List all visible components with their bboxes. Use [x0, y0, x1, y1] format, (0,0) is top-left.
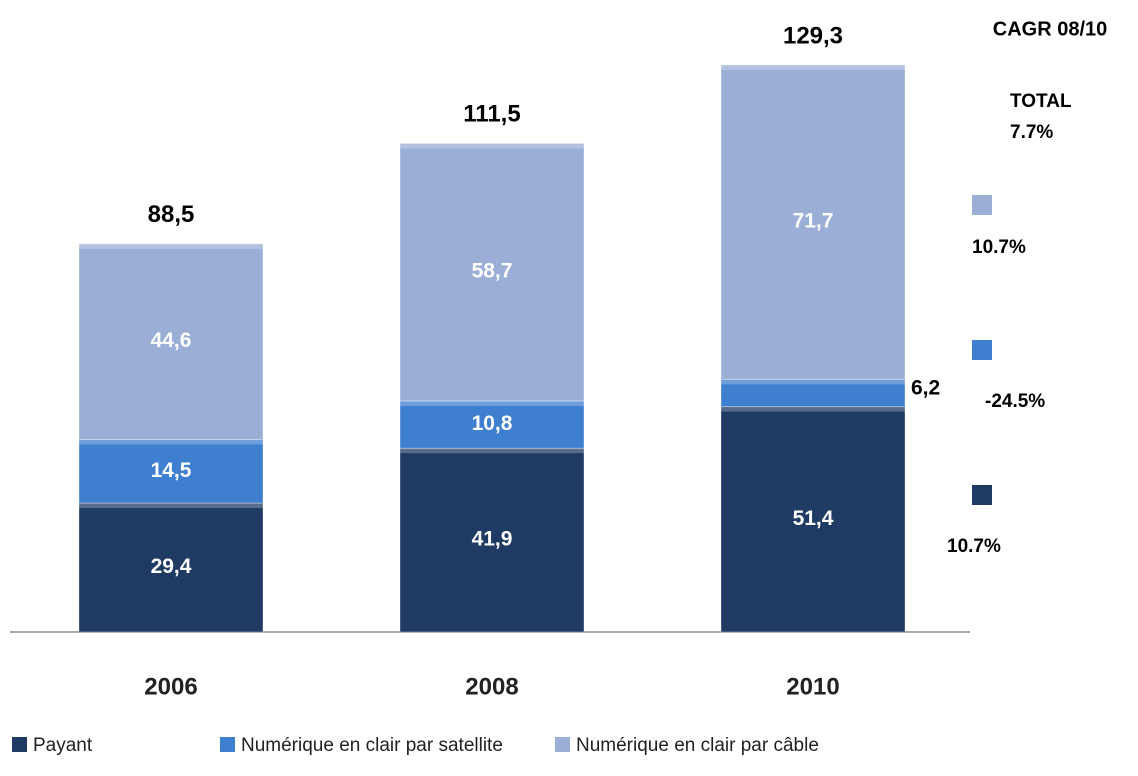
- legend-label: Payant: [33, 735, 93, 756]
- bar-bevel: [79, 243, 263, 249]
- bar-segment: [720, 64, 906, 380]
- cagr-value: 10.7%: [972, 237, 1026, 258]
- cagr-title: CAGR 08/10: [993, 18, 1108, 40]
- cagr-value: -24.5%: [985, 391, 1045, 412]
- value-label: 58,7: [472, 260, 513, 283]
- value-label: 41,9: [472, 528, 513, 551]
- x-tick-label: 2010: [786, 673, 839, 700]
- bar-bevel: [721, 379, 905, 385]
- value-label: 71,7: [793, 210, 834, 233]
- cagr-swatch: [972, 340, 992, 360]
- value-label: 10,8: [472, 412, 513, 435]
- legend-label: Numérique en clair par câble: [576, 735, 819, 756]
- cagr-swatch: [972, 485, 992, 505]
- cagr-total-label: TOTAL: [1010, 91, 1072, 112]
- bar-bevel: [79, 439, 263, 445]
- legend-swatch: [220, 737, 235, 752]
- x-tick-label: 2008: [465, 673, 518, 700]
- total-label: 111,5: [463, 100, 520, 127]
- bar-bevel: [400, 143, 584, 149]
- cagr-swatch: [972, 195, 992, 215]
- bar-bevel: [721, 406, 905, 412]
- total-label: 129,3: [783, 22, 843, 49]
- cagr-value: 10.7%: [947, 536, 1001, 557]
- value-label: 6,2: [911, 377, 940, 400]
- value-label: 29,4: [151, 555, 192, 578]
- bar-segment: [720, 406, 906, 633]
- bar-bevel: [400, 448, 584, 454]
- x-tick-label: 2006: [144, 673, 197, 700]
- bar-segment: [399, 400, 585, 449]
- legend-swatch: [555, 737, 570, 752]
- bar-segment: [78, 243, 264, 440]
- value-label: 44,6: [151, 329, 192, 352]
- total-label: 88,5: [148, 201, 195, 228]
- bar-bevel: [400, 400, 584, 406]
- legend-label: Numérique en clair par satellite: [241, 735, 503, 756]
- value-label: 51,4: [793, 507, 834, 530]
- cagr-total: 7.7%: [1010, 122, 1053, 143]
- bar-bevel: [79, 503, 263, 509]
- bar-segment: [78, 502, 264, 633]
- value-label: 14,5: [151, 459, 192, 482]
- bar-segment: [78, 438, 264, 504]
- bar-segment: [720, 378, 906, 408]
- bar-bevel: [721, 64, 905, 70]
- bar-segment: [399, 142, 585, 402]
- bar-segment: [399, 447, 585, 633]
- legend-swatch: [12, 737, 27, 752]
